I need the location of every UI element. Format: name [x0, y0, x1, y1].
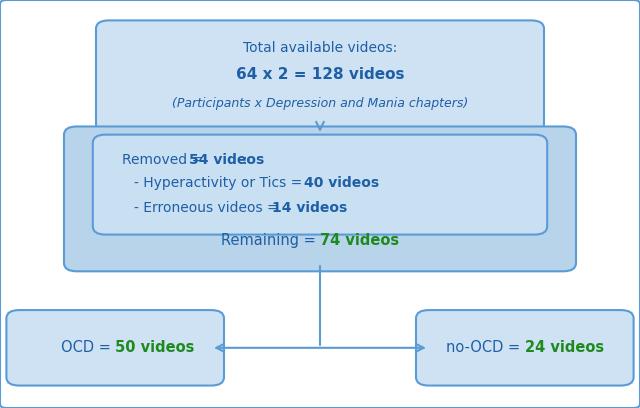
Text: :: : — [242, 153, 246, 166]
FancyBboxPatch shape — [6, 310, 224, 386]
Text: Removed =: Removed = — [122, 153, 207, 166]
Text: OCD =: OCD = — [61, 340, 115, 355]
Text: - Hyperactivity or Tics =: - Hyperactivity or Tics = — [134, 176, 307, 190]
Text: 40 videos: 40 videos — [304, 176, 379, 190]
Text: no-OCD =: no-OCD = — [446, 340, 525, 355]
Text: 24 videos: 24 videos — [525, 340, 604, 355]
Text: (Participants x Depression and Mania chapters): (Participants x Depression and Mania cha… — [172, 97, 468, 110]
Text: - Erroneous videos =: - Erroneous videos = — [134, 201, 284, 215]
Text: Total available videos:: Total available videos: — [243, 41, 397, 55]
FancyBboxPatch shape — [93, 135, 547, 235]
Text: 74 videos: 74 videos — [320, 233, 399, 248]
Text: 54 videos: 54 videos — [189, 153, 264, 166]
FancyBboxPatch shape — [96, 20, 544, 133]
Text: 14 videos: 14 videos — [272, 201, 348, 215]
FancyBboxPatch shape — [416, 310, 634, 386]
Text: 64 x 2 = 128 videos: 64 x 2 = 128 videos — [236, 67, 404, 82]
Text: Remaining =: Remaining = — [221, 233, 320, 248]
Text: 50 videos: 50 videos — [115, 340, 195, 355]
FancyBboxPatch shape — [64, 126, 576, 271]
